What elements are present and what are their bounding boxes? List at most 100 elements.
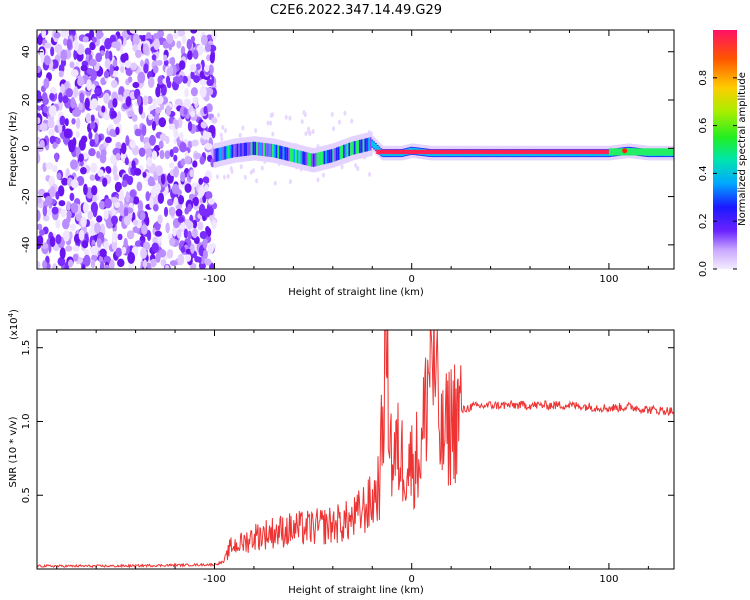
ridge-core <box>325 150 329 164</box>
noise-speck <box>180 45 186 56</box>
noise-speck <box>80 64 88 72</box>
noise-speck <box>51 165 58 173</box>
noise-speck <box>95 31 104 38</box>
noise-speck <box>89 139 96 147</box>
ridge-core <box>236 143 240 157</box>
ridge-core <box>350 142 354 156</box>
noise-speck <box>132 81 140 89</box>
noise-speck <box>168 123 176 130</box>
ridge-core <box>307 152 311 166</box>
noise-speck <box>124 157 129 166</box>
noise-speck <box>135 49 142 59</box>
colorbar: 0.0 0.2 0.4 0.6 0.8 Normalized spectral ampl… <box>698 30 748 277</box>
noise-speck <box>53 31 61 39</box>
noise-speck <box>41 242 49 249</box>
noise-speck <box>152 204 159 212</box>
noise-speck <box>62 95 69 104</box>
noise-speck <box>125 135 130 147</box>
noise-speck <box>50 46 55 57</box>
noise-speck <box>74 39 79 52</box>
spectrogram-ytick-label: 20 <box>21 94 32 107</box>
noise-speck <box>120 53 128 63</box>
noise-speck <box>96 215 103 223</box>
snr-panel: -100 0 100 0.5 1.0 1.5 Height of straight lin… <box>7 309 675 596</box>
noise-speck <box>192 49 199 60</box>
colorbar-tick-label: 0.2 <box>698 213 709 229</box>
noise-speck <box>269 112 273 118</box>
noise-speck <box>42 205 48 217</box>
noise-speck <box>143 241 151 251</box>
noise-speck <box>110 196 118 204</box>
noise-speck <box>187 140 193 149</box>
noise-speck <box>54 43 63 54</box>
noise-speck <box>190 110 196 118</box>
noise-speck <box>79 92 85 104</box>
noise-speck <box>37 105 42 112</box>
noise-speck <box>112 164 118 177</box>
noise-speck <box>180 246 186 253</box>
noise-speck <box>158 117 167 128</box>
ridge-core <box>360 139 364 153</box>
noise-speck <box>169 237 176 247</box>
noise-speck <box>204 43 212 53</box>
noise-speck <box>209 52 215 64</box>
noise-speck <box>189 169 195 178</box>
noise-speck <box>59 115 66 126</box>
noise-speck <box>187 121 193 132</box>
ridge-core <box>353 141 357 155</box>
noise-speck <box>222 174 226 180</box>
noise-speck <box>150 186 157 198</box>
noise-speck <box>63 38 68 46</box>
noise-speck <box>184 183 192 193</box>
noise-speck <box>190 87 198 97</box>
noise-speck <box>60 208 67 218</box>
ridge-core <box>312 153 316 167</box>
ridge-core <box>233 144 237 158</box>
noise-speck <box>321 172 325 178</box>
noise-speck <box>90 70 98 81</box>
noise-speck <box>132 43 138 52</box>
noise-speck <box>48 128 55 137</box>
noise-speck <box>300 119 304 125</box>
noise-speck <box>94 132 99 144</box>
noise-speck <box>37 93 43 103</box>
noise-speck <box>215 174 219 180</box>
spectrogram-xtick-label: 0 <box>409 274 415 285</box>
noise-speck <box>115 126 120 136</box>
noise-speck <box>145 216 150 227</box>
noise-speck <box>139 211 146 221</box>
ridge-core <box>339 146 343 160</box>
ridge-core <box>215 148 219 162</box>
noise-speck <box>111 70 119 78</box>
noise-speck <box>73 233 81 244</box>
snr-ytick-label: 1.5 <box>21 340 32 356</box>
noise-speck <box>78 153 84 163</box>
noise-speck <box>205 191 213 200</box>
noise-speck <box>178 60 186 70</box>
noise-speck <box>127 251 136 264</box>
ridge-core <box>280 146 284 160</box>
ridge-core <box>220 147 224 161</box>
noise-speck <box>138 103 143 115</box>
noise-speck <box>116 110 122 123</box>
ridge-core <box>298 150 302 164</box>
snr-series-line <box>37 330 674 569</box>
ridge-core <box>295 149 299 163</box>
snr-xtick-label: -100 <box>203 574 226 585</box>
ridge-core <box>346 143 350 157</box>
ridge-core <box>270 143 274 158</box>
noise-speck <box>173 154 178 162</box>
ridge-core <box>229 144 233 159</box>
noise-speck <box>243 174 247 180</box>
spectrogram-axis-ticks: -100 0 100 -40 -20 0 20 40 <box>21 30 674 285</box>
noise-speck <box>110 79 118 89</box>
ridge-core <box>314 153 318 167</box>
noise-speck <box>152 32 160 41</box>
noise-speck <box>288 115 292 121</box>
noise-speck <box>43 77 50 89</box>
noise-speck <box>143 63 149 74</box>
noise-speck <box>37 261 41 269</box>
noise-speck <box>153 144 161 152</box>
noise-speck <box>123 207 129 218</box>
noise-speck <box>302 110 306 116</box>
